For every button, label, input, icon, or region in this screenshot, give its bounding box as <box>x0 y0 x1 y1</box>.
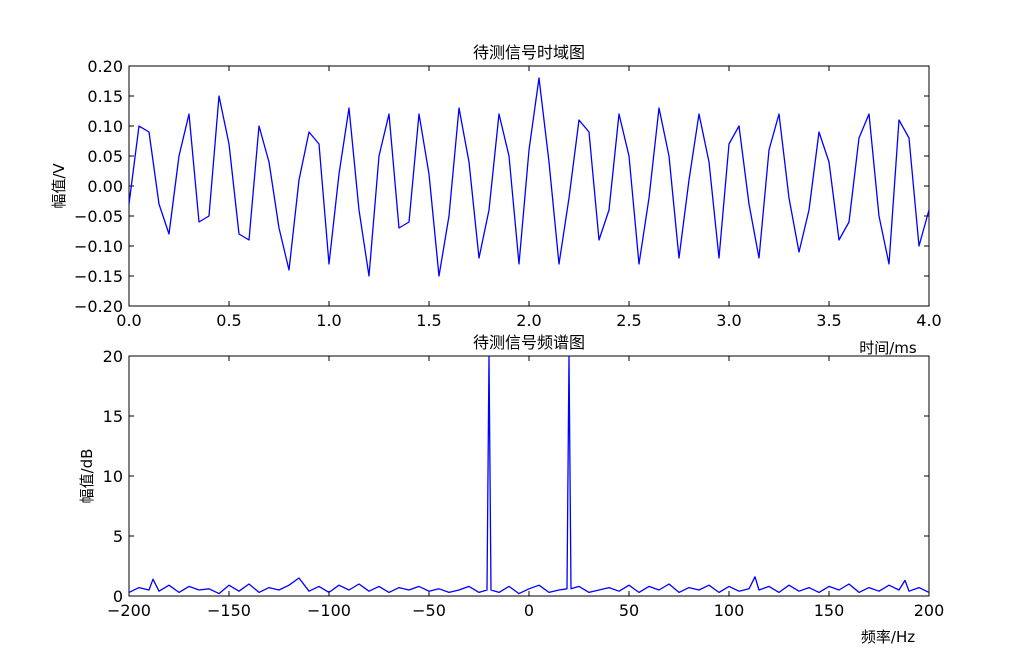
y-tick-label: 20 <box>103 347 123 366</box>
x-tick-label: 0.5 <box>216 311 241 330</box>
tick-group: 0.0 0.5 1.0 1.5 2.0 2.5 3.0 3.5 4.0 −0.20 −0.15 −0.… <box>74 57 942 330</box>
x-tick-label: 1.5 <box>416 311 441 330</box>
y-axis-label: 幅值/V <box>50 163 68 209</box>
x-tick-label: −50 <box>412 601 446 620</box>
x-tick-label: 150 <box>814 601 845 620</box>
y-tick-label: −0.05 <box>74 207 123 226</box>
y-tick-label: 0.00 <box>87 177 123 196</box>
plot-frame <box>128 355 930 597</box>
y-tick-label: 0 <box>113 587 123 606</box>
series-line <box>128 77 930 277</box>
y-tick-label: −0.15 <box>74 267 123 286</box>
x-tick-label: 4.0 <box>916 311 941 330</box>
y-tick-label: 0.10 <box>87 117 123 136</box>
x-tick-label: −200 <box>107 601 151 620</box>
x-tick-label: 50 <box>619 601 639 620</box>
frequency-domain-chart: 待测信号频谱图 −200 −150 −100 −50 0 50 100 150 200 0 5 10 1… <box>78 333 944 646</box>
x-tick-label: 1.0 <box>316 311 341 330</box>
chart-title: 待测信号频谱图 <box>473 333 585 352</box>
y-tick-label: 0.05 <box>87 147 123 166</box>
x-axis-label: 频率/Hz <box>861 628 915 646</box>
y-tick-label: 0.15 <box>87 87 123 106</box>
chart-title: 待测信号时域图 <box>473 43 585 62</box>
x-tick-label: 0.0 <box>116 311 141 330</box>
y-tick-label: 15 <box>103 407 123 426</box>
x-tick-label: 2.5 <box>616 311 641 330</box>
x-tick-label: 0 <box>524 601 534 620</box>
time-domain-chart: 待测信号时域图 0.0 0.5 1.0 1.5 2.0 2.5 3.0 3.5 4.0 −0.20… <box>50 43 942 357</box>
y-tick-label: 0.20 <box>87 57 123 76</box>
x-tick-label: −150 <box>207 601 251 620</box>
x-tick-label: 3.5 <box>816 311 841 330</box>
y-tick-label: 5 <box>113 527 123 546</box>
plot-frame <box>128 65 930 307</box>
x-tick-label: 200 <box>914 601 945 620</box>
y-tick-label: −0.20 <box>74 297 123 316</box>
x-tick-label: 100 <box>714 601 745 620</box>
tick-group: −200 −150 −100 −50 0 50 100 150 200 0 5 10 15 20 <box>103 347 945 620</box>
x-tick-label: −100 <box>307 601 351 620</box>
series-line <box>128 355 930 595</box>
x-axis-label: 时间/ms <box>859 339 917 357</box>
x-tick-label: 2.0 <box>516 311 541 330</box>
y-tick-label: −0.10 <box>74 237 123 256</box>
y-tick-label: 10 <box>103 467 123 486</box>
x-tick-label: 3.0 <box>716 311 741 330</box>
y-axis-label: 幅值/dB <box>78 449 96 504</box>
